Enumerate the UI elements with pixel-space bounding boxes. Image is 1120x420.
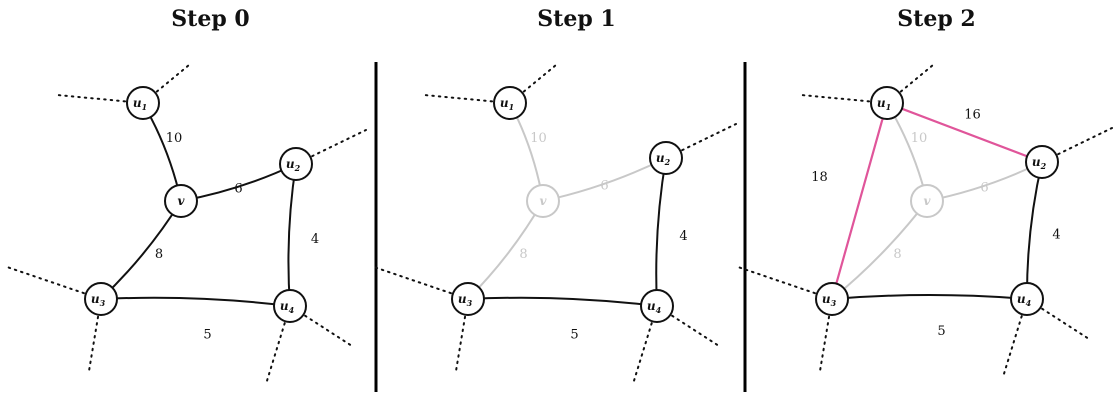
node-u1 bbox=[493, 86, 527, 120]
stub-u4-1 bbox=[1002, 315, 1023, 378]
edge-weight-v-u2: 6 bbox=[600, 179, 608, 194]
stub-u3-1 bbox=[88, 315, 100, 372]
node-label-u3: u3 bbox=[822, 292, 837, 308]
edge-weight-v-u2: 6 bbox=[980, 181, 988, 196]
step-1-graph: 10 6 8 4 5 u1 u2 v u3 u4 bbox=[373, 64, 737, 385]
edge-weight-u3-u4: 5 bbox=[937, 324, 945, 339]
node-v bbox=[164, 184, 198, 218]
step-1-title: Step 1 bbox=[537, 6, 616, 32]
node-label-u1: u1 bbox=[877, 96, 891, 112]
node-label-v: v bbox=[178, 194, 186, 208]
stub-u1-1 bbox=[899, 64, 934, 93]
node-label-u3: u3 bbox=[458, 292, 473, 308]
stub-u3-0 bbox=[6, 266, 85, 295]
stub-u4-0 bbox=[671, 314, 720, 347]
node-u1 bbox=[126, 86, 160, 120]
node-u4 bbox=[1010, 282, 1044, 316]
stub-u1-1 bbox=[155, 64, 190, 93]
edge-weight-u2-u4: 4 bbox=[1052, 228, 1060, 243]
edge-weight-u3-u4: 5 bbox=[570, 328, 578, 343]
node-u3 bbox=[815, 282, 849, 316]
node-label-v: v bbox=[540, 194, 548, 208]
node-v bbox=[910, 184, 944, 218]
stub-u2-0 bbox=[681, 123, 737, 152]
edge-weight-v-u3: 8 bbox=[155, 247, 163, 262]
stub-u3-0 bbox=[737, 266, 816, 295]
node-label-u1: u1 bbox=[133, 96, 147, 112]
node-u2 bbox=[649, 141, 683, 175]
stub-u2-0 bbox=[1057, 127, 1113, 156]
edge-u2-u4 bbox=[287, 163, 297, 307]
stub-u4-1 bbox=[265, 322, 286, 385]
node-u4 bbox=[273, 289, 307, 323]
edge-u1-u3 bbox=[830, 101, 889, 301]
node-u3 bbox=[84, 282, 118, 316]
edge-u2-u4 bbox=[1025, 161, 1043, 300]
edge-weight-u2-u4: 4 bbox=[679, 229, 687, 244]
edge-u3-u4 bbox=[100, 296, 291, 307]
edge-weight-u1-v: 10 bbox=[911, 131, 928, 146]
edge-v-u3 bbox=[467, 200, 544, 300]
node-label-u4: u4 bbox=[1017, 292, 1032, 308]
edge-u3-u4 bbox=[831, 294, 1028, 300]
edge-u2-u4 bbox=[655, 157, 667, 307]
edge-weight-v-u2: 6 bbox=[234, 182, 242, 197]
edge-weight-u1-u3: 18 bbox=[811, 170, 828, 185]
edge-weight-u2-u4: 4 bbox=[311, 232, 319, 247]
stub-u1-1 bbox=[522, 64, 557, 93]
stub-u1-0 bbox=[56, 94, 127, 103]
step-2-title: Step 2 bbox=[897, 6, 976, 32]
edge-weight-u1-v: 10 bbox=[166, 131, 183, 146]
node-label-u4: u4 bbox=[647, 299, 662, 315]
edge-weight-u1-v: 10 bbox=[530, 131, 547, 146]
node-label-v: v bbox=[924, 194, 932, 208]
edge-u3-u4 bbox=[467, 296, 658, 307]
stub-u3-0 bbox=[373, 266, 452, 295]
node-label-u2: u2 bbox=[286, 157, 301, 173]
step-0-graph: 10 6 8 4 5 u1 u2 v u3 u4 bbox=[6, 64, 367, 385]
edge-weight-u3-u4: 5 bbox=[203, 328, 211, 343]
stub-u4-0 bbox=[304, 314, 353, 347]
node-label-u4: u4 bbox=[280, 299, 295, 315]
stub-u3-1 bbox=[819, 315, 831, 372]
node-label-u2: u2 bbox=[1032, 155, 1047, 171]
node-label-u2: u2 bbox=[656, 151, 671, 167]
node-v bbox=[526, 184, 560, 218]
stub-u1-0 bbox=[800, 94, 871, 103]
stub-u1-0 bbox=[423, 94, 494, 103]
node-u3 bbox=[451, 282, 485, 316]
edge-weight-v-u3: 8 bbox=[893, 247, 901, 262]
stub-u4-0 bbox=[1041, 307, 1090, 340]
edge-weight-u1-u2: 16 bbox=[964, 108, 981, 123]
stub-u2-0 bbox=[311, 129, 367, 158]
node-u1 bbox=[870, 86, 904, 120]
step-0-title: Step 0 bbox=[171, 6, 250, 32]
edge-u1-u2 bbox=[885, 101, 1044, 164]
stub-u3-1 bbox=[455, 315, 467, 372]
node-u2 bbox=[279, 147, 313, 181]
node-u4 bbox=[640, 289, 674, 323]
node-label-u3: u3 bbox=[91, 292, 106, 308]
edge-v-u3 bbox=[100, 200, 182, 300]
stub-u4-1 bbox=[632, 322, 653, 385]
edge-weight-v-u3: 8 bbox=[519, 247, 527, 262]
node-label-u1: u1 bbox=[500, 96, 514, 112]
step-2-graph: 10 6 8 4 5 16 18 u1 u2 v u3 u4 bbox=[737, 64, 1113, 378]
node-u2 bbox=[1025, 145, 1059, 179]
